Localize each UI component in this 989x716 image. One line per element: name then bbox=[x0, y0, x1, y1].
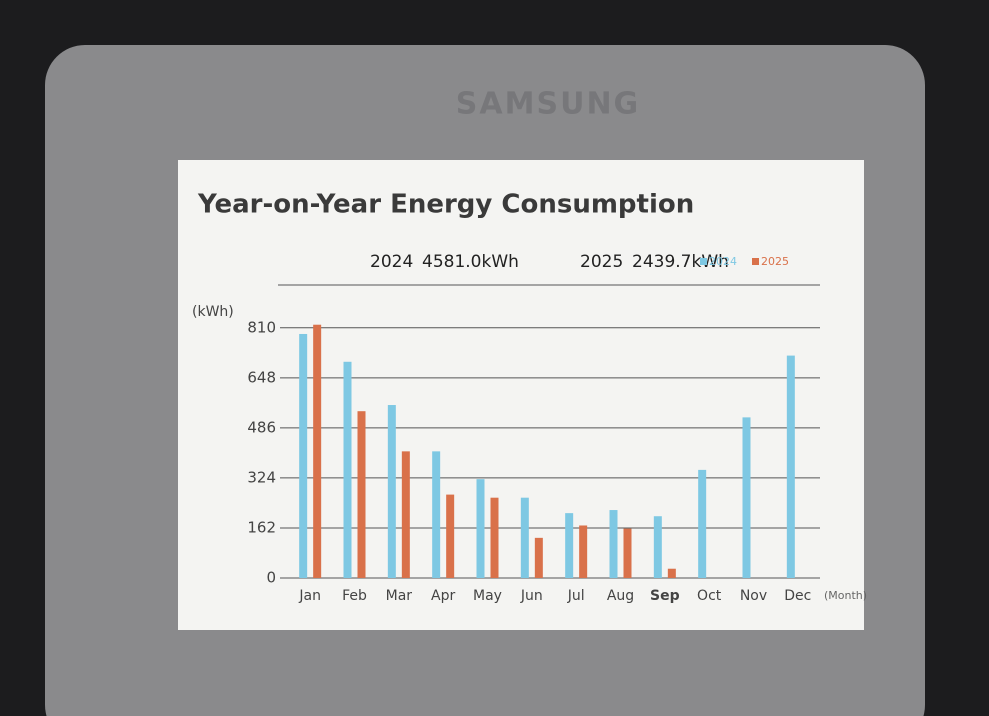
y-unit: (kWh) bbox=[192, 304, 234, 320]
summary-value: 4581.0kWh bbox=[422, 252, 519, 272]
chart-title: Year-on-Year Energy Consumption bbox=[197, 190, 694, 220]
y-tick-label: 486 bbox=[247, 418, 276, 436]
bar bbox=[343, 361, 352, 578]
bar bbox=[565, 513, 574, 578]
y-tick-label: 648 bbox=[247, 368, 276, 386]
y-tick-label: 162 bbox=[247, 518, 276, 536]
x-tick-label: May bbox=[473, 588, 502, 604]
summary-label: 2025 bbox=[580, 252, 623, 272]
x-tick-label: Jun bbox=[520, 588, 543, 604]
x-tick-label: Jan bbox=[298, 588, 321, 604]
bar bbox=[609, 510, 618, 578]
bar bbox=[520, 497, 529, 578]
device-brand: SAMSUNG bbox=[456, 87, 640, 122]
x-tick-label: Feb bbox=[342, 588, 367, 604]
y-tick-label: 0 bbox=[266, 569, 276, 587]
x-tick-label: Sep bbox=[650, 588, 680, 604]
bar bbox=[432, 451, 441, 578]
legend-swatch bbox=[700, 258, 707, 265]
x-tick-label: Nov bbox=[740, 588, 767, 604]
x-tick-label: Aug bbox=[607, 588, 634, 604]
bar bbox=[653, 516, 662, 578]
bar bbox=[476, 479, 485, 578]
bar bbox=[698, 469, 707, 578]
bar bbox=[401, 451, 410, 578]
y-tick-label: 324 bbox=[247, 468, 276, 486]
summary-value: 2439.7kWh bbox=[632, 252, 729, 272]
bar bbox=[742, 417, 751, 578]
legend-label: 2024 bbox=[709, 255, 737, 268]
bar bbox=[667, 568, 676, 578]
bar bbox=[623, 528, 632, 578]
x-tick-label: Jul bbox=[567, 588, 585, 604]
x-tick-label: Mar bbox=[386, 588, 413, 604]
summary-label: 2024 bbox=[370, 252, 413, 272]
bar bbox=[490, 497, 499, 578]
bar bbox=[299, 333, 308, 578]
bar bbox=[357, 411, 366, 578]
bar bbox=[579, 525, 588, 578]
x-tick-label: Dec bbox=[784, 588, 811, 604]
x-tick-label: Apr bbox=[431, 588, 455, 604]
bar bbox=[313, 324, 322, 578]
x-tick-label: Oct bbox=[697, 588, 722, 604]
bar bbox=[446, 494, 455, 578]
legend-swatch bbox=[752, 258, 759, 265]
bar bbox=[534, 537, 543, 578]
y-tick-label: 810 bbox=[247, 318, 276, 336]
bar bbox=[786, 355, 795, 578]
bar bbox=[387, 405, 396, 578]
x-unit: (Month) bbox=[824, 589, 867, 602]
legend-label: 2025 bbox=[761, 255, 789, 268]
